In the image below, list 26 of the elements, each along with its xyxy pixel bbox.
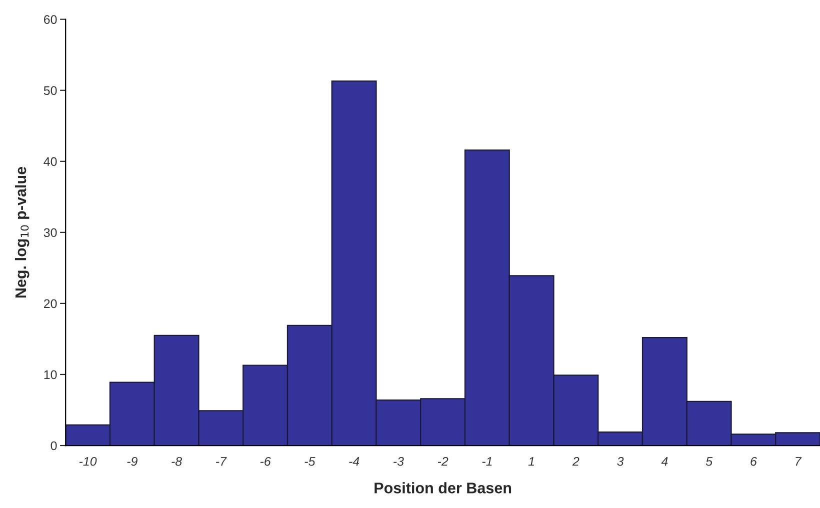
y-tick-label: 50: [44, 86, 57, 95]
y-tick-label: 30: [44, 228, 57, 238]
x-tick-label: 3: [617, 456, 624, 466]
x-tick-label: -5: [304, 457, 316, 466]
y-tick-label: 20: [44, 299, 57, 308]
y-tick-label: 60: [44, 15, 57, 24]
x-tick-label: -2: [438, 456, 448, 466]
y-tick-label: 0: [50, 441, 57, 450]
x-tick-label: 2: [572, 456, 580, 466]
x-tick-label: -4: [349, 457, 360, 466]
y-tick-label: 10: [44, 370, 57, 380]
x-tick-label: 4: [661, 457, 668, 466]
x-tick-label: -8: [172, 456, 182, 466]
x-tick-label: 1: [528, 457, 534, 466]
x-tick-label: -10: [79, 456, 97, 466]
x-tick-label: -7: [216, 457, 227, 466]
x-tick-label: 7: [796, 457, 802, 466]
x-tick-label: -9: [127, 456, 138, 466]
y-axis-title: Neg. log$_{10}$ p-value: [14, 166, 30, 298]
x-axis-title: Position der Basen: [374, 482, 512, 494]
x-tick-label: -3: [394, 456, 404, 466]
y-tick-label: 40: [44, 157, 57, 166]
x-tick-label: -1: [482, 457, 492, 466]
x-tick-label: -6: [260, 456, 271, 466]
x-tick-label: 5: [706, 457, 713, 466]
x-tick-label: 6: [750, 456, 757, 466]
